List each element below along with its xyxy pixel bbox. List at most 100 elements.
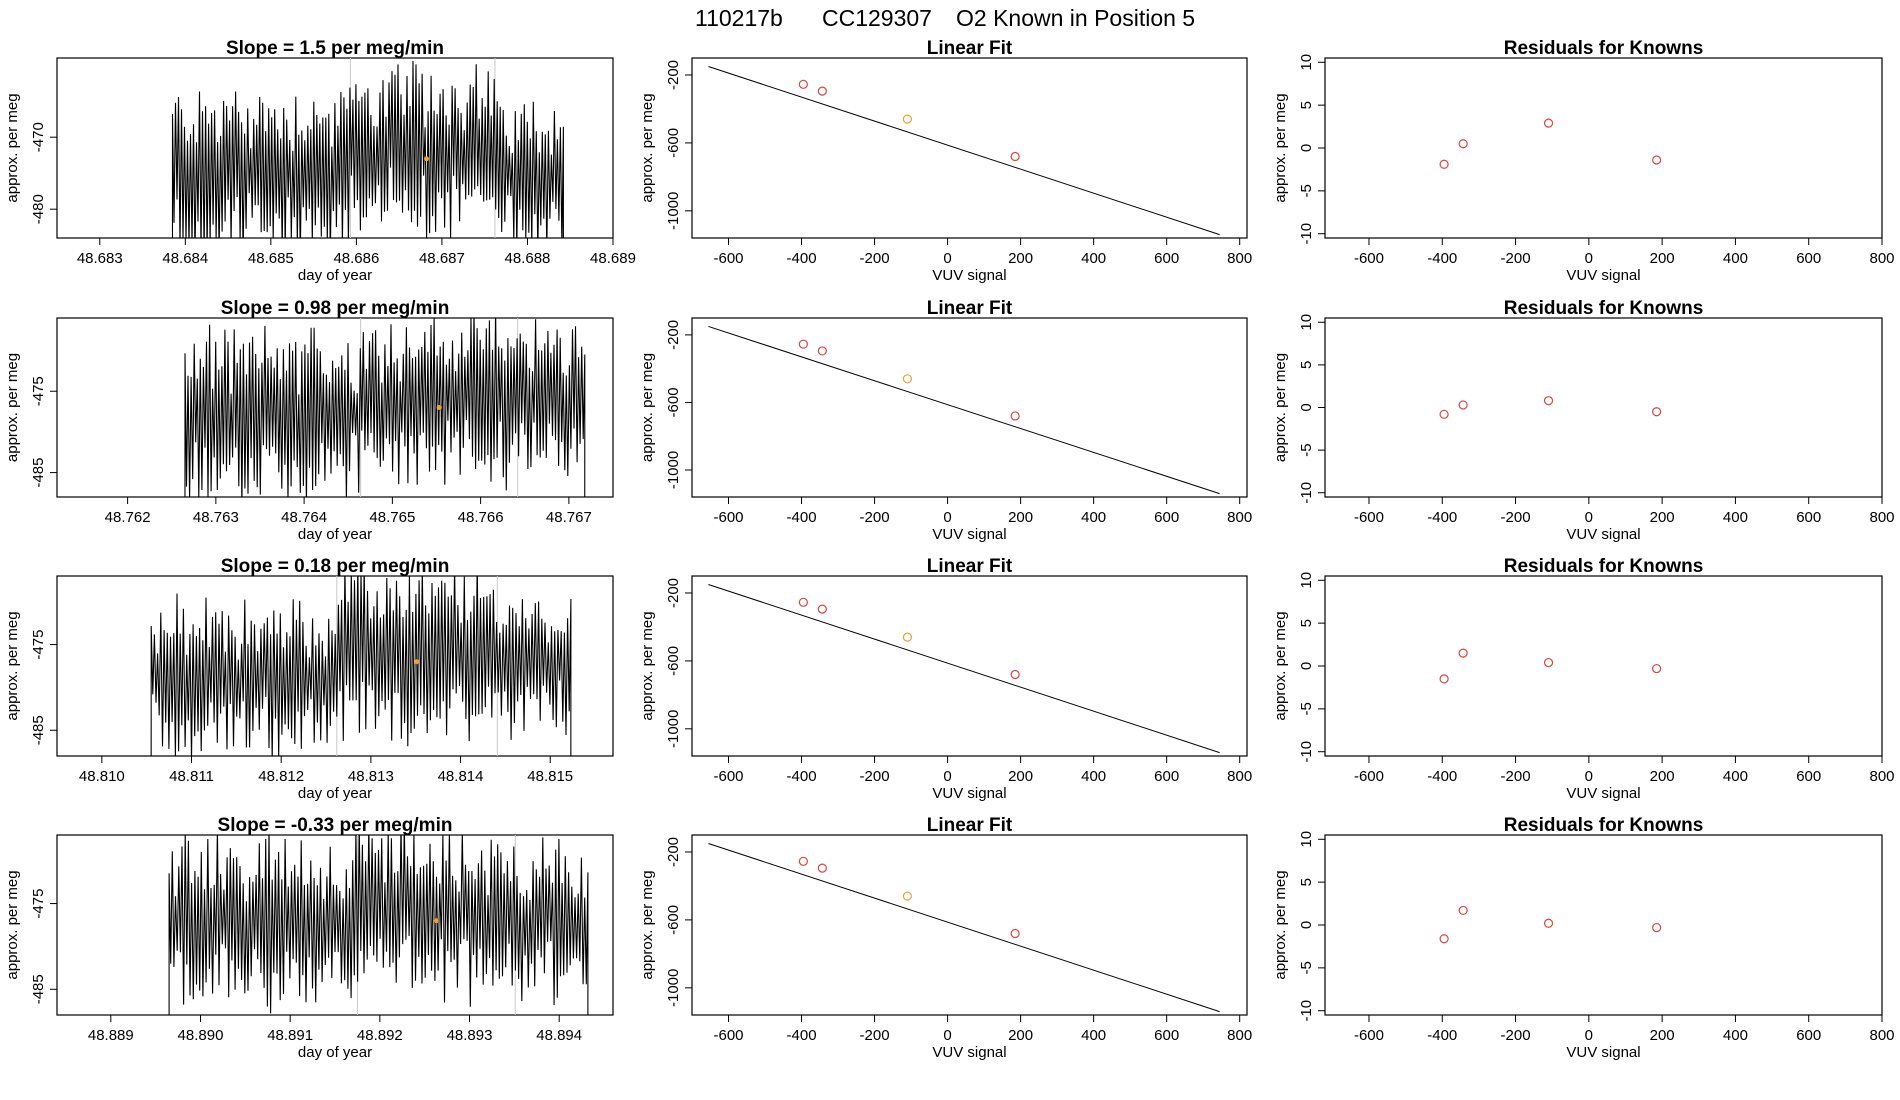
figure-title-description: O2 Known in Position 5 <box>956 5 1195 31</box>
plot-frame <box>1324 57 1883 239</box>
x-tick-label: 600 <box>1796 509 1821 526</box>
residual-point <box>1458 648 1468 658</box>
x-axis-label: VUV signal <box>1566 785 1640 802</box>
x-tick-label: 48.810 <box>79 768 125 785</box>
x-tick-label: -400 <box>1427 509 1457 526</box>
x-tick-label: -200 <box>860 1027 890 1044</box>
x-tick-label: 48.763 <box>193 509 239 526</box>
figure-title-run-id: 110217b <box>695 5 783 31</box>
x-tick-label: -600 <box>713 768 743 785</box>
y-axis-label: approx. per meg <box>639 611 656 720</box>
x-tick-label: 400 <box>1081 250 1106 267</box>
trace-clip-group <box>150 576 572 756</box>
y-tick-label: -5 <box>1298 702 1315 715</box>
y-tick-label: -10 <box>1298 1000 1315 1022</box>
x-tick-label: -200 <box>860 509 890 526</box>
x-tick-label: 48.766 <box>458 509 504 526</box>
y-tick-label: -1000 <box>665 451 682 489</box>
x-tick-label: 48.812 <box>258 768 304 785</box>
x-tick-label: 48.815 <box>527 768 573 785</box>
data-point <box>902 374 913 384</box>
residual-point <box>1458 905 1468 916</box>
residual-point <box>1439 409 1449 419</box>
cycle-mean-marker <box>414 659 420 665</box>
panel-residuals-row-1: Residuals for Knowns -600 -400 -200 0 200 400 6… <box>1272 38 1895 284</box>
x-tick-label: -600 <box>1354 768 1384 785</box>
x-tick-label: 800 <box>1869 1027 1894 1044</box>
x-tick-label: 0 <box>1585 250 1593 267</box>
fit-line <box>708 66 1220 236</box>
y-tick-label: -485 <box>30 974 47 1004</box>
signal-trace <box>171 60 564 238</box>
panel-linear-fit-row-1: Linear Fit -600 -400 -200 0 200 400 600 800 -1000… <box>639 38 1252 284</box>
x-tick-label: -600 <box>1354 509 1384 526</box>
signal-trace <box>150 576 572 756</box>
residual-point <box>1543 918 1554 928</box>
trace-clip-group <box>184 318 586 497</box>
x-axis-label: VUV signal <box>932 1044 1006 1061</box>
panel-title: Slope = 1.5 per meg/min <box>226 38 444 59</box>
y-axis-label: approx. per meg <box>639 870 656 979</box>
data-point <box>798 79 808 89</box>
x-tick-label: -200 <box>860 768 890 785</box>
y-tick-label: -475 <box>30 889 47 919</box>
residual-point <box>1652 407 1662 417</box>
x-tick-label: 48.765 <box>369 509 415 526</box>
x-tick-label: 48.689 <box>590 250 636 267</box>
y-tick-label: -485 <box>30 715 47 745</box>
data-point <box>817 604 827 614</box>
data-point <box>798 597 808 607</box>
y-tick-label: 5 <box>1298 361 1315 369</box>
x-tick-label: 800 <box>1869 768 1894 785</box>
y-tick-label: 0 <box>1298 144 1315 152</box>
x-axis-label: day of year <box>298 785 372 802</box>
x-tick-label: -400 <box>787 250 817 267</box>
x-tick-label: 0 <box>943 768 951 785</box>
x-tick-label: -400 <box>1427 1027 1457 1044</box>
figure-title-cylinder: CC129307 <box>822 5 932 31</box>
x-tick-label: 600 <box>1154 768 1179 785</box>
x-tick-label: 48.688 <box>505 250 551 267</box>
data-point <box>798 339 808 349</box>
y-axis-label: approx. per meg <box>4 870 21 979</box>
data-point <box>902 632 913 642</box>
y-tick-label: -200 <box>665 837 682 867</box>
x-tick-label: 48.764 <box>281 509 327 526</box>
x-axis-label: VUV signal <box>932 267 1006 284</box>
data-point <box>902 114 913 124</box>
y-axis-label: approx. per meg <box>1272 611 1289 720</box>
x-tick-label: 48.893 <box>447 1027 493 1044</box>
x-tick-label: 200 <box>1008 1027 1033 1044</box>
panel-linear-fit-row-2: Linear Fit -600 -400 -200 0 200 400 600 800 -1000… <box>639 298 1252 543</box>
x-axis-label: VUV signal <box>1566 1044 1640 1061</box>
y-axis-label: approx. per meg <box>1272 870 1289 979</box>
y-tick-label: -485 <box>30 458 47 488</box>
fit-line <box>708 584 1220 754</box>
panel-title: Residuals for Knowns <box>1504 815 1704 836</box>
x-tick-label: -400 <box>1427 768 1457 785</box>
x-tick-label: 800 <box>1869 509 1894 526</box>
y-tick-label: 5 <box>1298 878 1315 886</box>
panel-title: Linear Fit <box>927 38 1013 59</box>
x-tick-label: 48.889 <box>88 1027 134 1044</box>
fit-line <box>708 843 1220 1013</box>
data-point <box>1010 669 1020 680</box>
panel-title: Slope = 0.98 per meg/min <box>221 298 450 319</box>
x-tick-label: 400 <box>1723 1027 1748 1044</box>
x-tick-label: 200 <box>1008 509 1033 526</box>
y-tick-label: -10 <box>1298 741 1315 763</box>
x-tick-label: -400 <box>1427 250 1457 267</box>
y-tick-label: -600 <box>665 128 682 158</box>
x-tick-label: 0 <box>1585 509 1593 526</box>
y-tick-label: -1000 <box>665 710 682 748</box>
x-tick-label: 48.894 <box>536 1027 582 1044</box>
x-tick-label: 48.811 <box>169 768 214 785</box>
y-tick-label: -475 <box>30 630 47 660</box>
y-axis-label: approx. per meg <box>639 353 656 462</box>
y-tick-label: 5 <box>1298 101 1315 109</box>
x-tick-label: -600 <box>713 509 743 526</box>
x-tick-label: 0 <box>1585 1027 1593 1044</box>
plot-frame <box>56 834 614 1016</box>
y-axis-label: approx. per meg <box>4 93 21 202</box>
y-tick-label: -600 <box>665 646 682 676</box>
